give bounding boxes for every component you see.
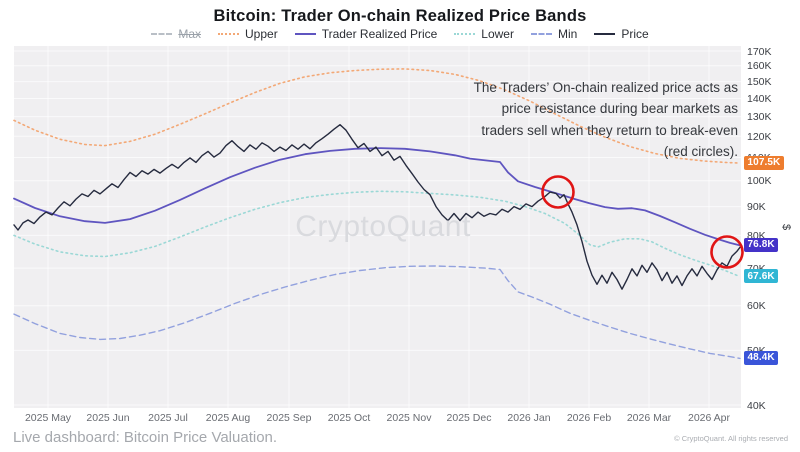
cryptoquant-watermark: CryptoQuant [295,210,471,243]
red-circle-annotations [541,175,744,269]
chart-legend: Max Upper Trader Realized Price Lower Min Pri… [0,27,800,41]
plot-background [14,46,741,408]
plot-series-lines [13,68,741,360]
copyright-notice: © CryptoQuant. All rights reserved [674,434,788,443]
y-axis-tick-130k: 130K [747,111,772,124]
x-axis-tick-2025-may: 2025 May [24,412,72,424]
x-axis-tick-2026-feb: 2026 Feb [566,412,612,424]
value-badge-67-6k: 67.6K [744,269,779,284]
x-axis-tick-2025-aug: 2025 Aug [205,412,251,424]
legend-label: Trader Realized Price [321,27,438,41]
chart-annotation-text: The Traders’ On-chain realized price act… [473,80,738,159]
x-axis-tick-2026-mar: 2026 Mar [626,412,672,424]
plot-gridlines [14,46,741,408]
series-line-price [13,124,741,290]
red-circle-2 [710,235,744,269]
y-axis-tick-170k: 170K [747,45,772,58]
x-axis-tick-2025-sep: 2025 Sep [266,412,312,424]
legend-item-upper[interactable]: Upper [218,27,278,41]
x-axis-tick-2025-oct: 2025 Oct [327,412,371,424]
legend-item-lower[interactable]: Lower [454,27,514,41]
x-axis-tick-2025-dec: 2025 Dec [446,412,492,424]
legend-marker-dotted [454,33,476,35]
legend-label: Upper [245,27,278,41]
x-axis-tick-2026-apr: 2026 Apr [687,412,731,424]
y-axis-tick-140k: 140K [747,93,772,105]
legend-label: Max [178,27,201,41]
x-axis-tick-2026-jan: 2026 Jan [507,412,551,424]
value-badge-107-5k: 107.5K [744,155,784,170]
legend-marker-dotted [218,33,239,35]
x-axis-tick-2025-jun: 2025 Jun [86,412,130,424]
legend-item-trader-realized-price[interactable]: Trader Realized Price [294,27,438,41]
legend-label: Lower [481,27,514,41]
x-axis-tick-2025-nov: 2025 Nov [386,412,432,424]
legend-marker-solid [594,33,616,35]
x-axis-tick-2025-jul: 2025 Jul [148,412,188,424]
series-line-upper [13,68,741,164]
series-line-min [13,265,741,360]
legend-label: Min [557,27,578,41]
footer-caption: Live dashboard: Bitcoin Price Valuation. [13,429,278,446]
y-axis-tick-150k: 150K [747,76,772,89]
series-line-trader-realized-price [13,147,741,247]
legend-marker-dashed [151,33,173,35]
y-axis-tick-100k: 100K [747,175,772,188]
value-badge-48-4k: 48.4K [744,350,779,365]
legend-item-price[interactable]: Price [594,27,649,41]
legend-item-max[interactable]: Max [151,27,201,41]
y-axis-tick-60k: 60K [747,300,766,313]
y-axis-tick-120k: 120K [747,130,772,143]
series-line-lower [13,190,741,278]
legend-marker-solid [294,33,316,35]
value-badge-76-8k: 76.8K [744,237,779,252]
y-axis-tick-90k: 90K [747,201,766,214]
legend-marker-dashed [530,33,552,35]
y-axis-tick-40k: 40K [747,399,766,412]
y-axis-tick-160k: 160K [747,60,772,73]
red-circle-1 [541,175,575,209]
page-title: Bitcoin: Trader On-chain Realized Price … [213,7,587,25]
y-axis-title: $ [780,223,793,231]
legend-item-min[interactable]: Min [530,27,578,41]
legend-label: Price [621,27,649,41]
